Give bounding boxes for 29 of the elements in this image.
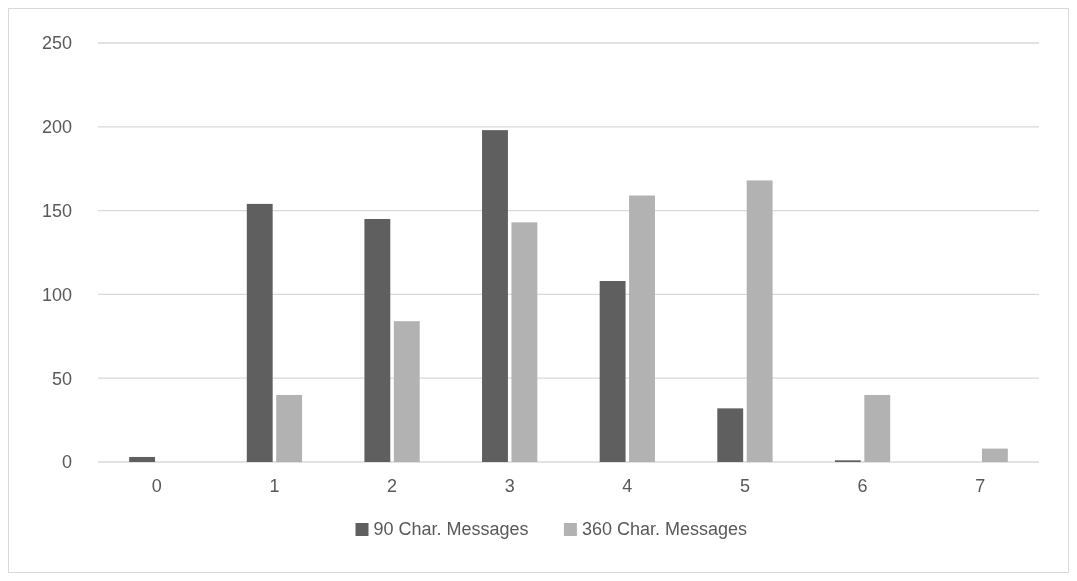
legend-label: 90 Char. Messages bbox=[373, 519, 529, 539]
bar bbox=[629, 195, 655, 462]
bar bbox=[276, 394, 303, 462]
x-tick-label: 1 bbox=[269, 476, 280, 496]
bar bbox=[364, 218, 391, 462]
y-tick-label: 200 bbox=[41, 117, 72, 138]
bar bbox=[864, 394, 891, 462]
x-tick-label: 2 bbox=[387, 476, 398, 496]
legend-label: 360 Char. Messages bbox=[581, 519, 747, 539]
y-tick-label: 100 bbox=[41, 284, 72, 305]
x-tick-label: 0 bbox=[151, 476, 162, 496]
bar bbox=[511, 222, 538, 462]
bar bbox=[717, 408, 744, 462]
x-tick-label: 4 bbox=[622, 476, 633, 496]
bar bbox=[129, 456, 156, 462]
bar bbox=[482, 130, 508, 462]
bar bbox=[246, 203, 273, 462]
y-tick-label: 150 bbox=[41, 200, 72, 221]
y-tick-label: 250 bbox=[41, 33, 72, 54]
x-tick-label: 7 bbox=[975, 476, 986, 496]
x-tick-label: 5 bbox=[739, 476, 750, 496]
bar bbox=[393, 321, 420, 462]
y-tick-label: 50 bbox=[51, 368, 72, 389]
bar bbox=[981, 448, 1008, 462]
x-tick-label: 3 bbox=[504, 476, 515, 496]
bar bbox=[599, 280, 626, 462]
x-tick-label: 6 bbox=[857, 476, 868, 496]
y-tick-label: 0 bbox=[61, 452, 72, 473]
bar bbox=[746, 180, 773, 462]
